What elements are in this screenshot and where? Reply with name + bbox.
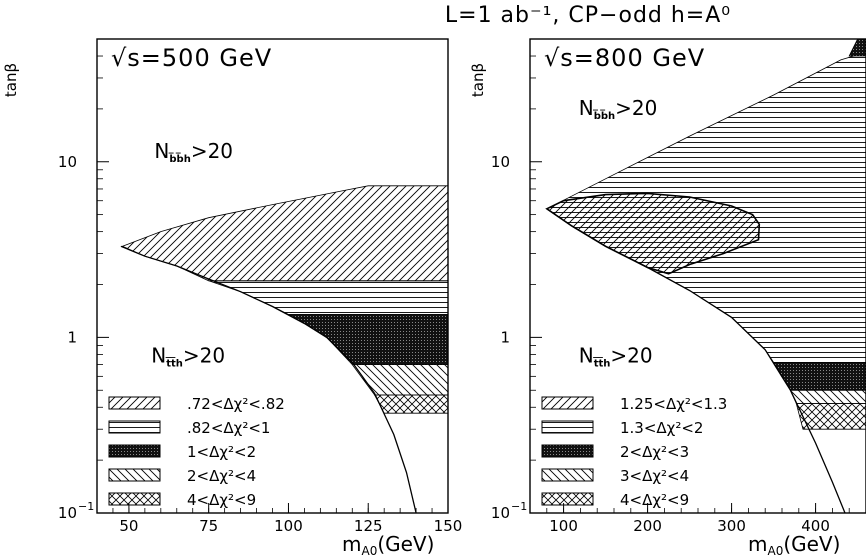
legend-swatch-cross <box>108 492 161 506</box>
legend-swatch-horiz <box>541 420 594 434</box>
legend-swatch-dense <box>541 444 594 458</box>
x-axis-label-sub: A0 <box>361 544 377 555</box>
annotation-tth: Nt̅t̅h>20 <box>151 343 225 369</box>
region-diag-down <box>789 389 866 404</box>
x-axis-label-right: mA0(GeV) <box>748 532 840 555</box>
panel-title: √s=800 GeV <box>544 44 705 72</box>
x-tick-label: 125 <box>354 517 383 535</box>
legend-swatch-cross <box>541 492 594 506</box>
legend-label: 2<Δχ²<4 <box>187 467 256 485</box>
region-dense <box>848 39 866 57</box>
legend-swatch-diag-up <box>541 396 594 410</box>
svg-text:mA0(GeV): mA0(GeV) <box>748 532 840 555</box>
legend-swatch-diag-up <box>108 396 161 410</box>
y-tick-label: 10 <box>58 504 77 522</box>
annotation-tth: Nt̅t̅h>20 <box>579 343 653 369</box>
annotation-bbh: Nb̅b̅h>20 <box>154 139 233 165</box>
x-axis-label-main: m <box>342 532 361 555</box>
kinematic-boundary <box>120 245 417 513</box>
legend-label: 1.25<Δχ²<1.3 <box>620 395 727 413</box>
y-axis-label-left: tanβ <box>2 63 20 97</box>
legend-label: .72<Δχ²<.82 <box>187 395 285 413</box>
region-diag-down <box>351 364 448 396</box>
y-tick-exponent: −1 <box>78 500 94 513</box>
region-dense <box>286 314 448 366</box>
legend-label: .82<Δχ²<1 <box>187 419 270 437</box>
y-tick-label: 10 <box>58 153 77 171</box>
legend-label: 4<Δχ²<9 <box>620 491 689 509</box>
y-tick-label: 1 <box>500 328 510 346</box>
annotation-bbh: Nb̅b̅h>20 <box>579 96 658 122</box>
region-cross <box>373 394 448 414</box>
x-tick-label: 300 <box>717 517 746 535</box>
x-tick-label: 200 <box>633 517 662 535</box>
region-cross <box>795 403 866 430</box>
legend-swatch-diag-down <box>108 468 161 482</box>
plot-area <box>545 39 866 513</box>
legend-label: 2<Δχ²<3 <box>620 443 689 461</box>
x-tick-label: 400 <box>801 517 830 535</box>
y-tick-exponent: −1 <box>511 500 527 513</box>
legend-label: 1<Δχ²<2 <box>187 443 256 461</box>
x-tick-label: 100 <box>549 517 578 535</box>
svg-text:mA0(GeV): mA0(GeV) <box>342 532 434 555</box>
legend-swatch-diag-down <box>541 468 594 482</box>
x-tick-label: 50 <box>119 517 138 535</box>
x-axis-label-unit: (GeV) <box>783 532 840 555</box>
region-horiz <box>546 51 866 363</box>
kinematic-boundary <box>546 208 846 513</box>
x-axis-label-main: m <box>748 532 767 555</box>
y-tick-label: 10 <box>491 504 510 522</box>
legend-label: 4<Δχ²<9 <box>187 491 256 509</box>
x-tick-label: 150 <box>434 517 463 535</box>
x-axis-label-unit: (GeV) <box>377 532 434 555</box>
panel-title: √s=500 GeV <box>111 44 272 72</box>
legend-swatch-horiz <box>108 420 161 434</box>
x-axis-label-sub: A0 <box>767 544 783 555</box>
x-tick-label: 75 <box>199 517 218 535</box>
y-axis-label-right: tanβ <box>469 63 487 97</box>
region-horiz <box>208 280 448 315</box>
y-tick-label: 10 <box>491 153 510 171</box>
region-diag-up <box>121 185 448 282</box>
figure-title: L=1 ab⁻¹, CP−odd h=A⁰ <box>445 3 731 28</box>
y-tick-label: 1 <box>67 328 77 346</box>
legend-label: 1.3<Δχ²<2 <box>620 419 703 437</box>
x-tick-label: 100 <box>274 517 303 535</box>
legend-swatch-dense <box>108 444 161 458</box>
x-axis-label-left: mA0(GeV) <box>342 532 434 555</box>
legend: 1.25<Δχ²<1.3 1.3<Δχ²<2 2<Δχ²<3 3<Δχ²<4 4<Δχ²… <box>541 395 727 509</box>
legend-label: 3<Δχ²<4 <box>620 467 689 485</box>
plot-area <box>120 185 448 513</box>
legend: .72<Δχ²<.82 .82<Δχ²<1 1<Δχ²<2 2<Δχ²<4 4<Δχ²<… <box>108 395 285 509</box>
